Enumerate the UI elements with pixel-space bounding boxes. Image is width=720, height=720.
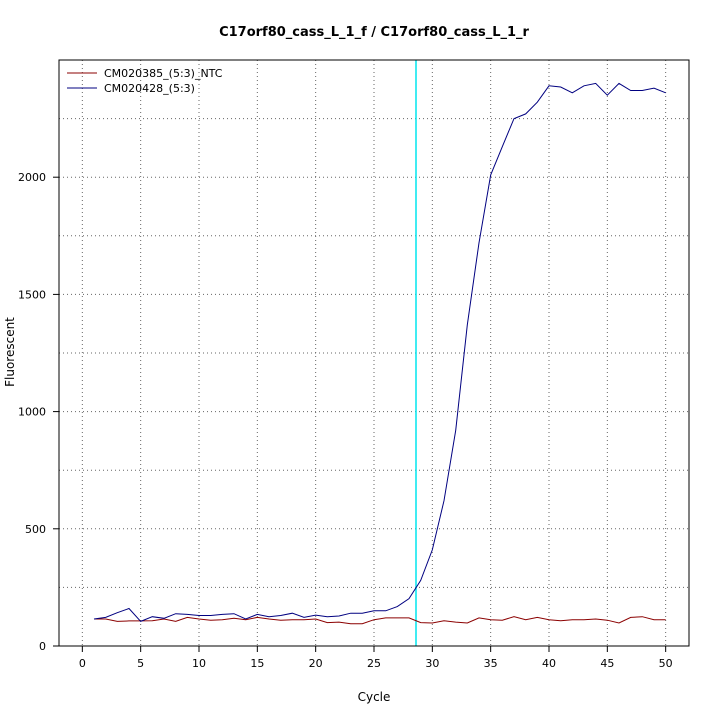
x-tick-label: 15 bbox=[250, 657, 264, 670]
x-tick-label: 35 bbox=[484, 657, 498, 670]
y-tick-label: 2000 bbox=[18, 171, 46, 184]
x-tick-label: 0 bbox=[79, 657, 86, 670]
plot-frame bbox=[58, 59, 690, 647]
x-tick-label: 10 bbox=[192, 657, 206, 670]
x-axis-ticks: 0 5 10 15 20 25 30 35 40 45 50 bbox=[79, 646, 673, 670]
y-axis-ticks: 0 500 1000 1500 2000 bbox=[18, 171, 59, 653]
series-line-1 bbox=[94, 616, 666, 625]
grid-lines bbox=[59, 59, 689, 646]
x-tick-label: 20 bbox=[309, 657, 323, 670]
y-tick-label: 500 bbox=[25, 523, 46, 536]
x-tick-label: 40 bbox=[542, 657, 556, 670]
series-lines bbox=[93, 82, 666, 625]
chart-title: C17orf80_cass_L_1_f / C17orf80_cass_L_1_… bbox=[219, 25, 529, 40]
series-line-2 bbox=[93, 82, 666, 622]
x-axis-label: Cycle bbox=[358, 690, 391, 704]
legend-label-1: CM020385_(5:3)_NTC bbox=[104, 67, 223, 80]
x-tick-label: 50 bbox=[659, 657, 673, 670]
y-axis-label: Fluorescent bbox=[3, 317, 17, 387]
y-tick-label: 0 bbox=[39, 640, 46, 653]
y-tick-label: 1000 bbox=[18, 406, 46, 419]
legend: CM020385_(5:3)_NTC CM020428_(5:3) bbox=[67, 67, 223, 95]
x-tick-label: 45 bbox=[600, 657, 614, 670]
x-tick-label: 25 bbox=[367, 657, 381, 670]
x-tick-label: 5 bbox=[137, 657, 144, 670]
x-tick-label: 30 bbox=[425, 657, 439, 670]
y-tick-label: 1500 bbox=[18, 288, 46, 301]
legend-label-2: CM020428_(5:3) bbox=[104, 82, 195, 95]
